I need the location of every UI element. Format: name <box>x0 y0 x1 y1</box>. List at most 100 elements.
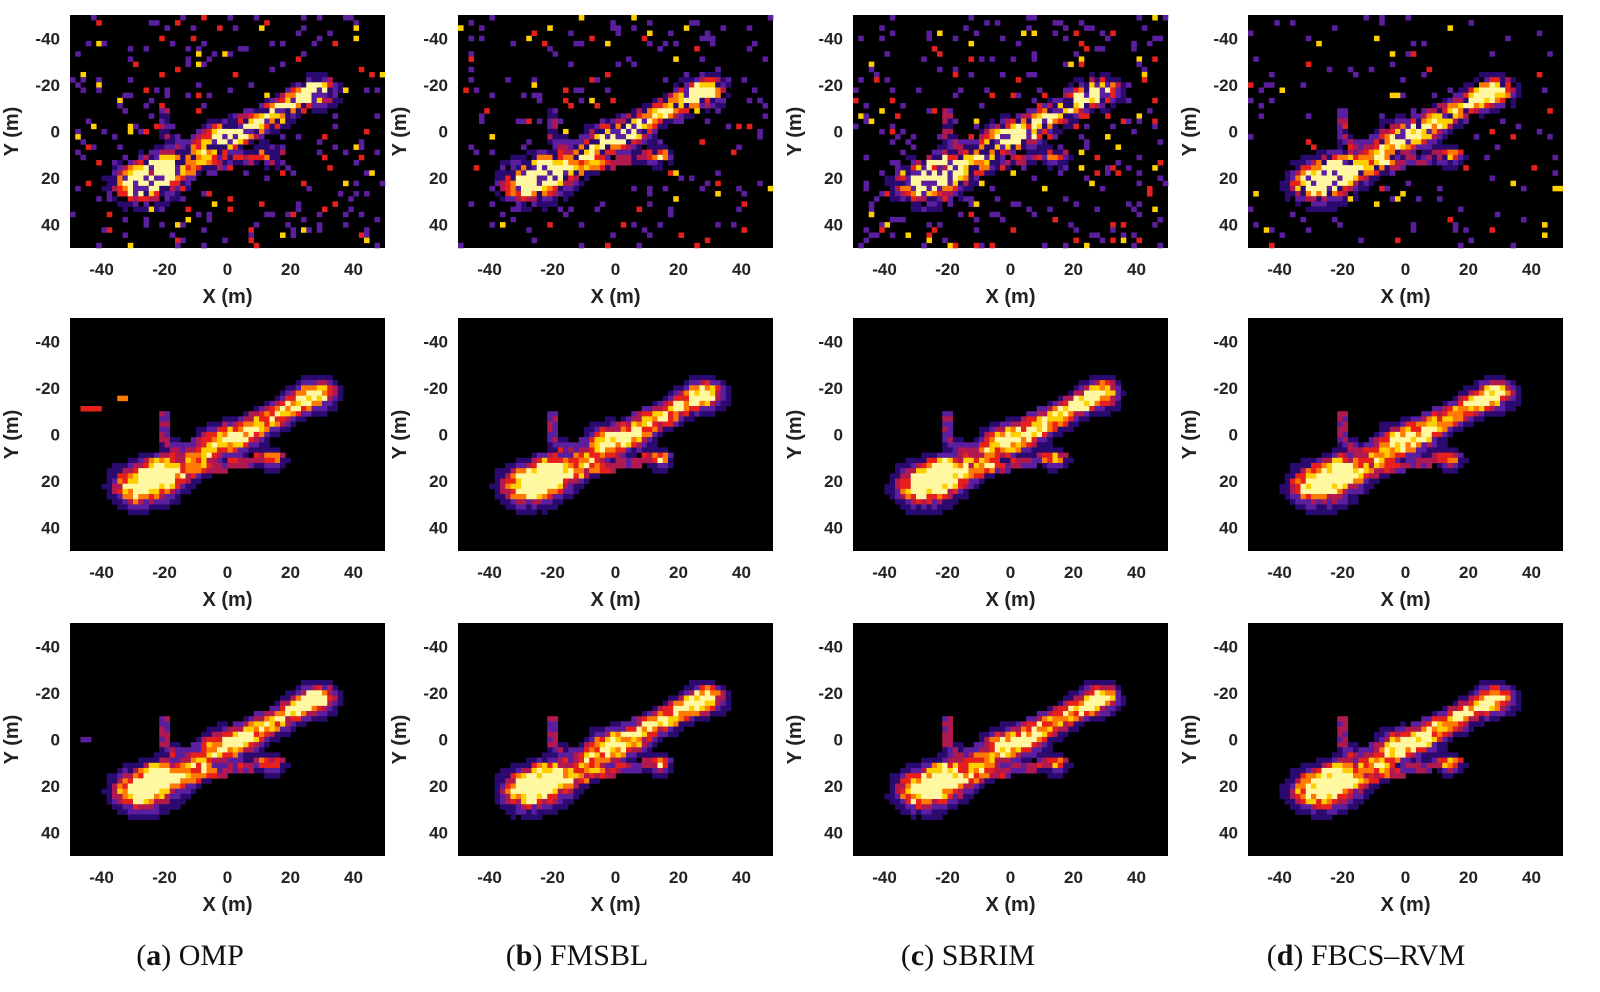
heatmap-cell <box>1500 406 1506 412</box>
heatmap-cell <box>1105 165 1111 171</box>
heatmap-cell <box>159 788 165 795</box>
heatmap-cell <box>185 139 192 145</box>
heatmap-cell <box>222 742 228 748</box>
heatmap-cell <box>620 442 627 448</box>
heatmap-cell <box>1094 170 1101 176</box>
heatmap-cell <box>889 180 896 187</box>
heatmap-cell <box>631 149 637 156</box>
heatmap-cell <box>1084 175 1090 181</box>
heatmap-cell <box>589 128 595 135</box>
heatmap-cell <box>1505 406 1511 412</box>
heatmap-cell <box>327 380 333 386</box>
heatmap-cell <box>211 170 218 176</box>
y-tick-label: -20 <box>35 379 60 398</box>
heatmap-cell <box>1542 232 1548 238</box>
heatmap-cell <box>573 185 580 192</box>
x-tick-label: 0 <box>1006 260 1015 279</box>
heatmap-cell <box>1031 442 1038 448</box>
heatmap-cell <box>1374 452 1380 459</box>
heatmap-cell <box>889 87 896 93</box>
heatmap-cell <box>316 695 323 701</box>
heatmap-cell <box>874 71 880 78</box>
heatmap-cell <box>678 421 685 428</box>
heatmap-cell <box>1321 494 1328 500</box>
heatmap-cell <box>1410 222 1417 228</box>
heatmap-cell <box>1489 406 1496 412</box>
heatmap-cell <box>631 113 637 119</box>
heatmap-cell <box>369 170 375 176</box>
heatmap-cell <box>1358 237 1364 244</box>
heatmap-cell <box>332 144 339 150</box>
heatmap-cell <box>694 46 700 52</box>
heatmap-cell <box>926 108 933 114</box>
y-axis-label: Y (m) <box>1179 410 1201 460</box>
heatmap-cell <box>489 149 496 156</box>
heatmap-cell <box>154 473 160 479</box>
heatmap-cell <box>1332 25 1338 31</box>
heatmap-cell <box>1000 128 1006 135</box>
heatmap-cell <box>610 452 616 459</box>
heatmap-cell <box>1120 97 1127 104</box>
heatmap-cell <box>573 144 580 150</box>
heatmap-cell <box>248 762 255 769</box>
heatmap-cell <box>979 437 985 443</box>
heatmap-cell <box>552 144 559 150</box>
x-tick-label: 40 <box>732 563 751 582</box>
heatmap-cell <box>979 103 985 109</box>
heatmap-cell <box>994 20 1001 26</box>
heatmap-cell <box>521 185 527 192</box>
heatmap-cell <box>1395 237 1401 244</box>
heatmap-cell <box>1068 82 1074 88</box>
heatmap-cell <box>652 400 658 407</box>
heatmap-cell <box>232 149 239 156</box>
heatmap-cell <box>631 61 637 68</box>
heatmap-cell <box>327 92 333 99</box>
heatmap-cell <box>505 483 511 490</box>
heatmap-cell <box>1068 154 1074 161</box>
heatmap-cell <box>1084 139 1090 145</box>
heatmap-cell <box>605 134 611 140</box>
heatmap-cell <box>259 762 265 769</box>
heatmap-cell <box>1447 216 1454 223</box>
heatmap-cell <box>900 473 906 479</box>
heatmap-cell <box>699 374 706 381</box>
heatmap-cell <box>1358 478 1364 484</box>
heatmap-cell <box>1073 92 1080 99</box>
heatmap-cell <box>958 154 964 161</box>
heatmap-cell <box>552 499 559 505</box>
heatmap-cell <box>526 191 532 197</box>
heatmap-cell <box>610 232 616 238</box>
heatmap-cell <box>1531 165 1538 171</box>
heatmap-cell <box>547 457 553 464</box>
heatmap-cell <box>647 191 653 197</box>
heatmap-cell <box>1353 468 1359 474</box>
heatmap-cell <box>159 499 165 505</box>
heatmap-cell <box>1078 113 1085 119</box>
heatmap-cell <box>175 134 181 140</box>
heatmap-cell <box>127 191 134 197</box>
heatmap-cell <box>1410 128 1417 135</box>
heatmap-cell <box>900 175 906 181</box>
heatmap-cell <box>1494 390 1501 396</box>
heatmap-cell <box>510 170 517 176</box>
heatmap-cell <box>280 762 286 769</box>
heatmap-cell <box>500 196 506 202</box>
heatmap-cell <box>164 747 171 753</box>
heatmap-cell <box>1337 483 1343 490</box>
heatmap-cell <box>1089 87 1095 93</box>
heatmap-cell <box>1147 40 1153 47</box>
heatmap-cell <box>148 185 155 192</box>
heatmap-cell <box>1405 437 1412 443</box>
heatmap-cell <box>211 154 218 161</box>
heatmap-cell <box>1405 144 1412 150</box>
heatmap-cell <box>973 180 980 187</box>
heatmap-cell <box>500 211 506 218</box>
heatmap-cell <box>133 196 139 202</box>
heatmap-cell <box>1042 426 1048 433</box>
heatmap-cell <box>148 462 155 469</box>
heatmap-cell <box>322 103 328 109</box>
heatmap-cell <box>1031 452 1038 459</box>
heatmap-cell <box>874 77 880 83</box>
heatmap-cell <box>232 757 239 764</box>
heatmap-cell <box>274 165 281 171</box>
